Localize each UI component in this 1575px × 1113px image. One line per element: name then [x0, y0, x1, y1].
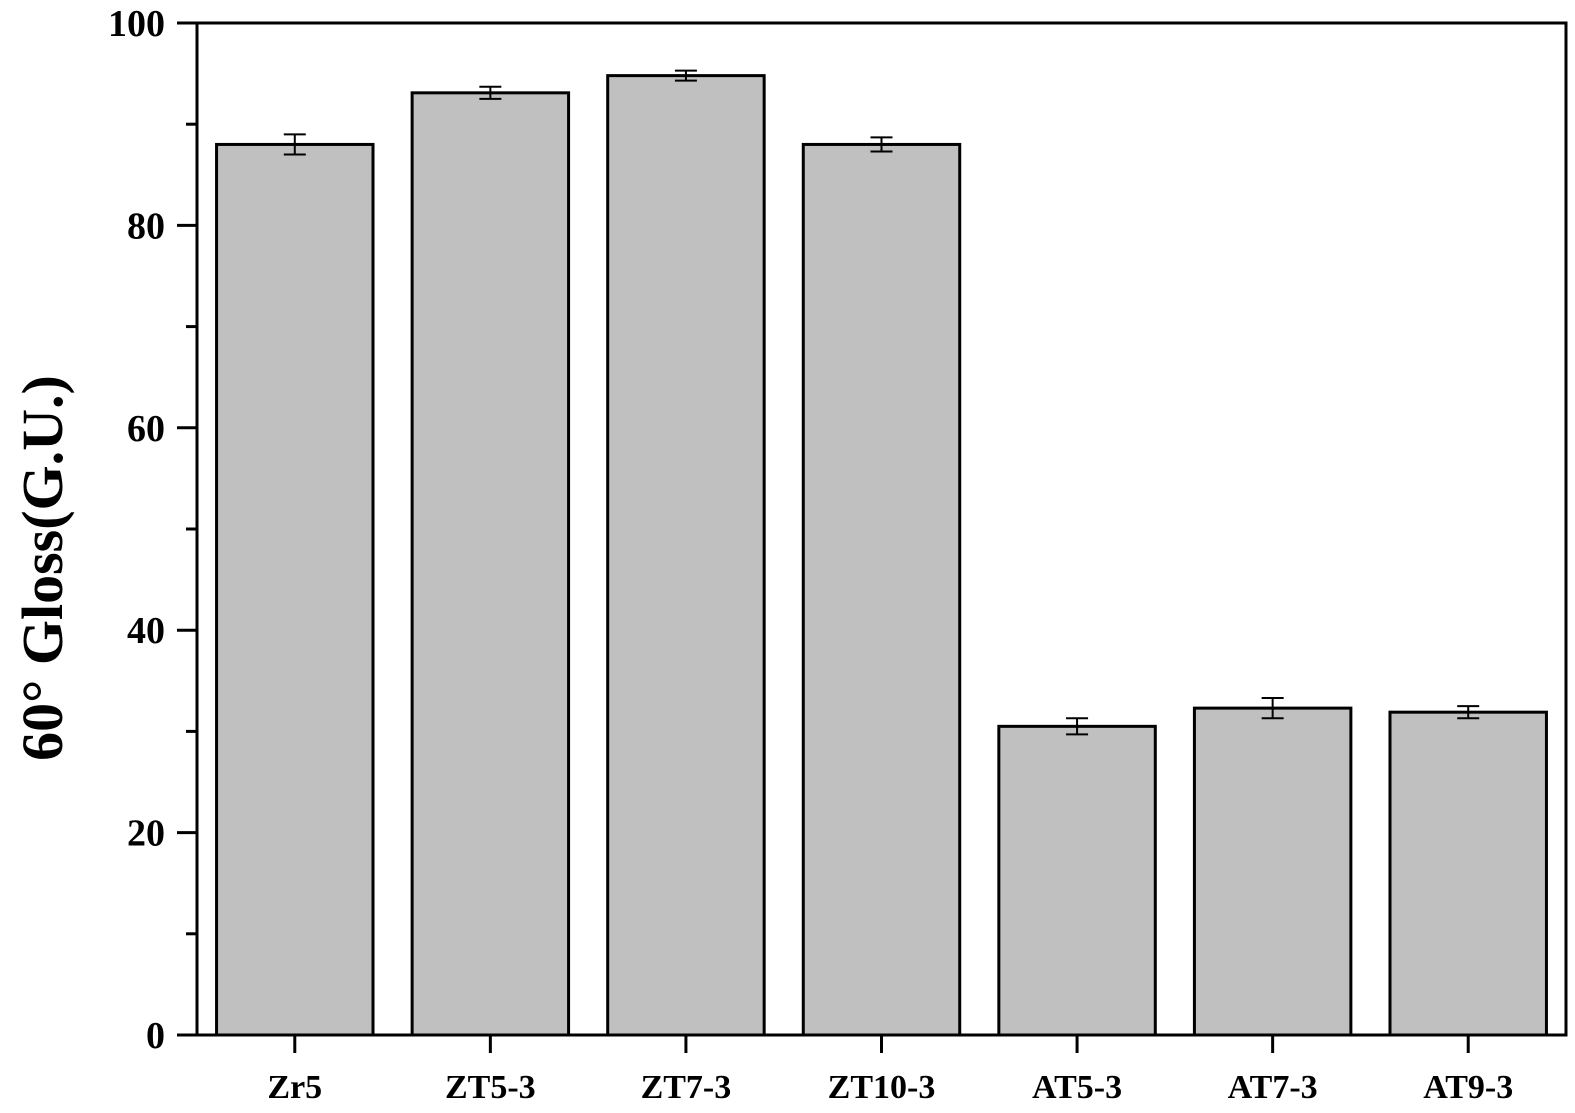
y-axis: 0 20 40 60 80 100: [108, 3, 197, 1057]
bar-at7-3: [1192, 706, 1353, 1037]
bars-group: [215, 74, 1548, 1037]
y-tick-label: 60: [127, 408, 165, 450]
x-tick-label: ZT7-3: [641, 1069, 732, 1106]
x-tick-label: AT5-3: [1032, 1069, 1122, 1106]
bar-zt10-3: [801, 142, 962, 1037]
y-tick-label: 100: [108, 3, 165, 45]
bar-zt7-3: [606, 74, 766, 1037]
x-axis: Zr5 ZT5-3 ZT7-3 ZT10-3 AT5-3 AT7-3 AT9-3: [267, 1035, 1513, 1106]
x-tick-label: Zr5: [267, 1069, 322, 1106]
y-tick-label: 0: [146, 1015, 165, 1057]
bar-at9-3: [1388, 710, 1548, 1037]
x-tick-label: AT9-3: [1423, 1069, 1513, 1106]
error-bars-group: [283, 69, 1480, 736]
bar-zr5: [215, 142, 375, 1037]
x-tick-label: ZT5-3: [445, 1069, 536, 1106]
bar-at5-3: [997, 724, 1157, 1037]
y-axis-title: 60° Gloss(G.U.): [10, 375, 75, 761]
x-tick-label: ZT10-3: [828, 1069, 936, 1106]
bar-zt5-3: [410, 91, 571, 1037]
y-tick-label: 20: [127, 813, 165, 855]
y-tick-label: 80: [127, 205, 165, 247]
x-tick-label: AT7-3: [1228, 1069, 1318, 1106]
y-tick-label: 40: [127, 610, 165, 652]
